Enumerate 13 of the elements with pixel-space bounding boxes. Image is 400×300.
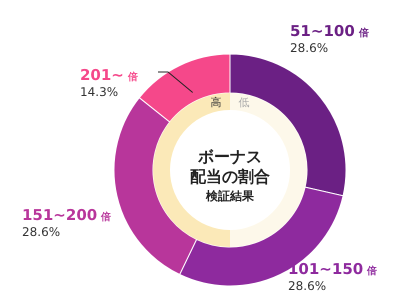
data-label: 28.6% (290, 41, 328, 55)
data-label: 14.3% (80, 85, 118, 99)
slice-label: 201~ 倍 (80, 66, 138, 84)
slice-label: 51~100 倍 (290, 22, 369, 40)
slice-label: 151~200 倍 (22, 206, 112, 224)
slice-label: 101~150 倍 (288, 260, 378, 278)
data-label: 28.6% (22, 225, 60, 239)
text: 検証結果 (205, 189, 255, 203)
text: 高 (210, 96, 222, 109)
text: 低 (238, 96, 250, 109)
text: 配当の割合 (190, 167, 270, 186)
text: ボーナス (197, 147, 262, 166)
data-label: 28.6% (288, 279, 326, 293)
